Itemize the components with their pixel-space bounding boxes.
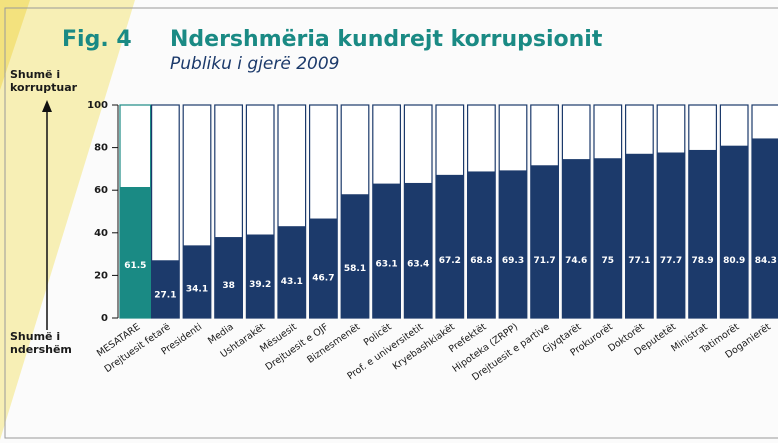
bar	[214, 237, 243, 318]
y-tick-label: 60	[94, 185, 108, 196]
value-label: 46.7	[312, 274, 334, 284]
bar	[562, 159, 590, 318]
arrow-head	[42, 100, 52, 112]
bar	[151, 260, 180, 318]
value-label: 61.5	[124, 261, 146, 271]
value-label: 27.1	[154, 290, 176, 300]
decor-stripe	[0, 0, 30, 90]
value-label: 43.1	[281, 277, 303, 287]
y-label-top-box: Shumë i korruptuar	[10, 68, 78, 94]
chart-subtitle: Publiku i gjerë 2009	[170, 54, 340, 74]
value-label: 38	[222, 281, 235, 291]
value-label: 69.3	[502, 256, 524, 266]
value-label: 84.3	[755, 256, 777, 266]
bar	[625, 153, 654, 318]
value-label: 74.6	[565, 256, 587, 266]
y-tick-label: 100	[87, 100, 108, 111]
chart-heading: Ndershmëria kundrejt korrupsionit	[170, 27, 603, 52]
y-label-bottom-box: Shumë i ndershëm	[10, 330, 72, 356]
bar	[594, 158, 622, 318]
value-label: 67.2	[439, 256, 461, 266]
bar	[341, 194, 369, 318]
bar	[246, 234, 274, 318]
value-label: 78.9	[691, 256, 713, 266]
bar	[183, 245, 211, 318]
frame	[4, 7, 778, 439]
bar	[436, 174, 464, 318]
value-label: 63.1	[375, 260, 397, 270]
value-label: 77.7	[660, 256, 682, 266]
y-label-bottom: Shumë i ndershëm	[10, 330, 72, 356]
chart-title: Fig. 4	[62, 27, 132, 52]
bar	[688, 149, 717, 318]
bar	[120, 187, 151, 318]
value-label: 77.1	[628, 256, 650, 266]
bar	[657, 152, 685, 318]
y-tick-label: 40	[94, 228, 108, 239]
bar	[404, 182, 432, 318]
decor-stripe	[0, 0, 135, 440]
value-label: 75	[602, 256, 615, 266]
value-label: 39.2	[249, 280, 271, 290]
bar	[278, 226, 306, 318]
value-label: 71.7	[533, 256, 555, 266]
y-tick-label: 0	[101, 313, 108, 324]
bar	[467, 171, 496, 318]
bar	[530, 165, 559, 318]
value-label: 34.1	[186, 284, 208, 294]
y-label-top: Shumë i korruptuar	[10, 68, 78, 94]
value-label: 58.1	[344, 264, 366, 274]
y-tick-label: 20	[94, 270, 108, 281]
bar	[499, 170, 527, 318]
value-label: 68.8	[470, 256, 492, 266]
value-label: 63.4	[407, 259, 429, 269]
bar	[309, 218, 338, 318]
bar	[752, 138, 778, 318]
value-label: 80.9	[723, 256, 745, 266]
y-tick-label: 80	[94, 143, 108, 154]
bar	[720, 145, 748, 318]
bar	[372, 183, 401, 318]
